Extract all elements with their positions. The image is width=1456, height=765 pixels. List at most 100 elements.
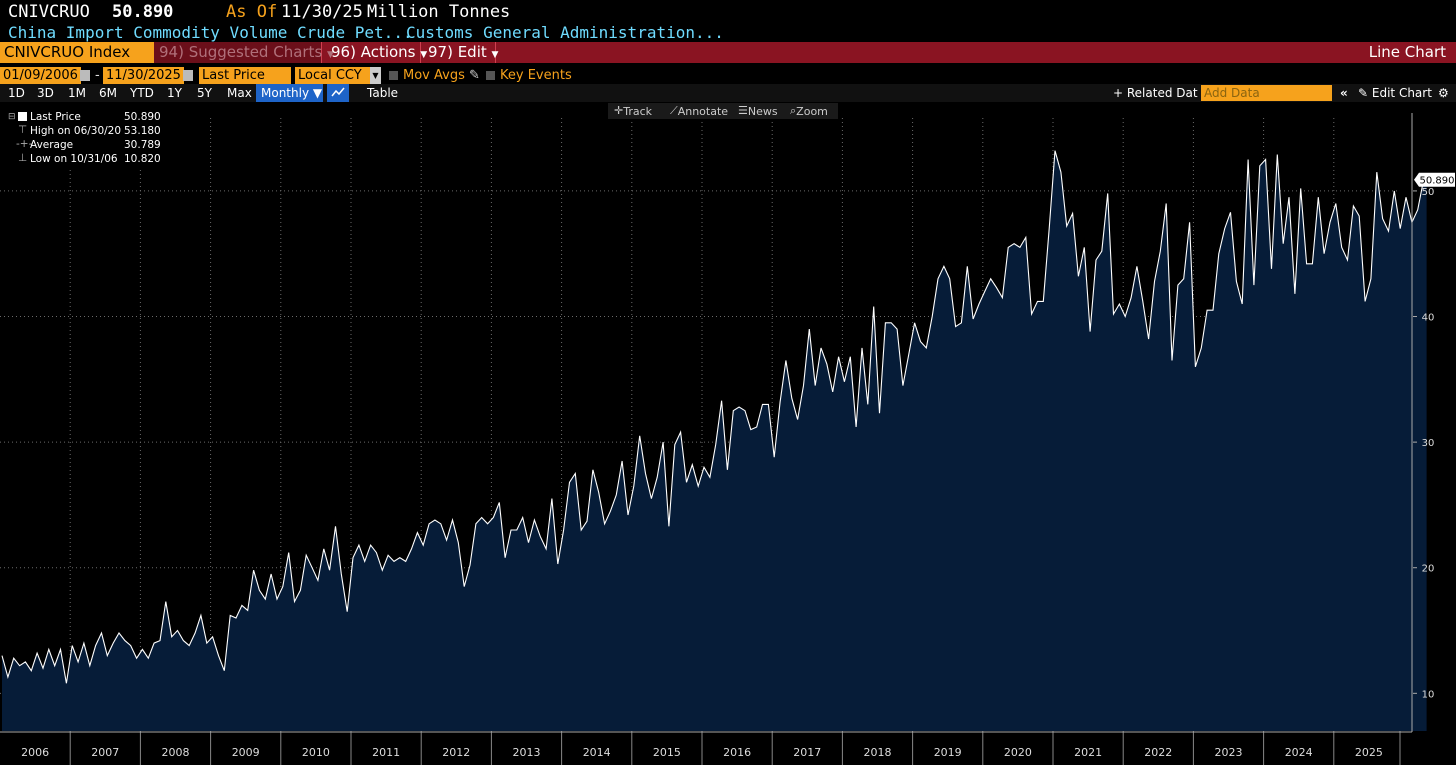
last-price-line	[1, 150, 1425, 684]
edit-chart-label: Edit Chart	[1371, 86, 1432, 100]
x-tick-label: 2012	[442, 746, 470, 759]
y-tick-label: 20	[1422, 564, 1435, 575]
period-3d[interactable]: 3D	[37, 86, 54, 100]
legend-high-label: High on 06/30/20	[30, 125, 122, 137]
period-1m[interactable]: 1M	[68, 86, 86, 100]
related-data-button[interactable]: + Related Dat	[1113, 86, 1198, 100]
track-label: Track	[623, 105, 653, 118]
period-6m[interactable]: 6M	[99, 86, 117, 100]
last-value: 50.890	[112, 2, 174, 22]
chevron-down-icon: ▼	[327, 50, 334, 60]
checkbox-icon[interactable]	[486, 71, 495, 80]
x-tick-label: 2013	[513, 746, 541, 759]
description-text: China Import Commodity Volume Crude Pet.…	[8, 23, 413, 42]
line-chart-icon	[331, 87, 345, 97]
x-tick-label: 2011	[372, 746, 400, 759]
track-button[interactable]: ✛ Track	[614, 104, 653, 118]
x-tick-label: 2018	[864, 746, 892, 759]
chart-toolbar: ✛ Track ⟋ Annotate ☰ News ⌕ Zoom	[608, 103, 838, 119]
suggested-charts-label: 94) Suggested Charts	[159, 43, 323, 61]
as-of-label: As Of	[226, 2, 278, 22]
last-value-label: 50.890	[1420, 176, 1455, 187]
chart-legend: ⊟ Last Price 50.890 ⊤ High on 06/30/20 5…	[6, 110, 162, 168]
legend-swatch[interactable]	[18, 112, 27, 121]
key-events-label: Key Events	[500, 68, 572, 83]
x-tick-label: 2016	[723, 746, 751, 759]
end-date-input[interactable]: 11/30/2025	[103, 67, 184, 84]
x-tick-label: 2020	[1004, 746, 1032, 759]
legend-high-value: 53.180	[124, 125, 161, 137]
mov-avgs-toggle[interactable]: Mov Avgs ✎	[389, 67, 480, 84]
x-tick-label: 2009	[232, 746, 260, 759]
currency-select[interactable]: Local CCY	[295, 67, 371, 84]
x-tick-label: 2021	[1074, 746, 1102, 759]
x-tick-label: 2014	[583, 746, 611, 759]
x-axis: 2006 2007 2008 2009 2010 2011 2012 2013 2014 2015…	[0, 731, 1412, 765]
chart-controls: 01/09/2006 - 11/30/2025 Last Price Local…	[0, 66, 1456, 85]
news-label: News	[747, 105, 778, 118]
pencil-icon[interactable]: ✎	[469, 68, 480, 83]
source-text: Customs General Administration...	[406, 23, 724, 42]
edit-chart-button[interactable]: ✎ Edit Chart	[1358, 84, 1432, 102]
high-marker-icon: ⊤	[18, 124, 28, 136]
y-tick-label: 40	[1422, 313, 1435, 324]
x-tick-label: 2025	[1355, 746, 1383, 759]
frequency-select[interactable]: Monthly ▼	[256, 84, 323, 102]
legend-low-value: 10.820	[124, 153, 161, 165]
as-of-date: 11/30/25	[281, 2, 363, 22]
suggested-charts-button[interactable]: 94) Suggested Charts ▼	[154, 42, 334, 63]
calendar-icon[interactable]	[80, 70, 90, 81]
news-button[interactable]: ☰ News	[738, 104, 778, 118]
legend-avg-value: 30.789	[124, 139, 161, 151]
collapse-icon[interactable]: «	[1340, 86, 1348, 100]
chart-style-button[interactable]	[327, 84, 349, 102]
x-tick-label: 2010	[302, 746, 330, 759]
security-field[interactable]: CNIVCRUO Index	[0, 42, 154, 63]
period-1y[interactable]: 1Y	[167, 86, 182, 100]
pencil-icon: ✎	[1358, 86, 1369, 100]
period-ytd[interactable]: YTD	[130, 86, 154, 100]
x-tick-label: 2024	[1285, 746, 1313, 759]
field-select[interactable]: Last Price	[199, 67, 291, 84]
legend-collapse-icon[interactable]: ⊟	[8, 112, 16, 122]
x-tick-label: 2022	[1144, 746, 1172, 759]
period-bar: 1D 3D 1M 6M YTD 1Y 5Y Max Monthly ▼ Tabl…	[0, 84, 1456, 102]
zoom-button[interactable]: ⌕ Zoom	[790, 104, 828, 118]
date-separator: -	[95, 68, 100, 83]
average-marker-icon: -+-	[16, 138, 33, 150]
checkbox-icon[interactable]	[389, 71, 398, 80]
period-5y[interactable]: 5Y	[197, 86, 212, 100]
chevron-down-icon: ▼	[420, 50, 428, 60]
period-1d[interactable]: 1D	[8, 86, 25, 100]
y-axis: 10 20 30 40 50	[1411, 113, 1435, 732]
x-tick-label: 2017	[793, 746, 821, 759]
legend-last-label: Last Price	[30, 111, 81, 123]
period-max[interactable]: Max	[227, 86, 252, 100]
mov-avgs-label: Mov Avgs	[403, 68, 465, 83]
y-tick-label: 10	[1422, 689, 1435, 700]
units: Million Tonnes	[367, 2, 511, 22]
x-tick-label: 2007	[91, 746, 119, 759]
x-tick-label: 2008	[162, 746, 190, 759]
edit-label: 97) Edit	[428, 43, 487, 61]
add-data-input[interactable]: Add Data	[1201, 85, 1332, 101]
area-fill	[2, 150, 1427, 731]
start-date-input[interactable]: 01/09/2006	[0, 67, 81, 84]
chevron-down-icon[interactable]: ▼	[370, 67, 381, 84]
chevron-down-icon: ▼	[491, 50, 499, 60]
x-tick-label: 2023	[1215, 746, 1243, 759]
key-events-toggle[interactable]: Key Events	[486, 67, 572, 84]
annotate-button[interactable]: ⟋ Annotate	[670, 104, 729, 118]
chart-type-label: Line Chart	[1368, 43, 1446, 61]
table-button[interactable]: Table	[367, 86, 399, 100]
security-header: CNIVCRUO 50.890 As Of 11/30/25 Million T…	[0, 0, 1456, 22]
actions-label: 96) Actions	[331, 43, 416, 61]
edit-button[interactable]: 97) Edit ▼	[424, 42, 499, 63]
actions-button[interactable]: 96) Actions ▼	[325, 42, 427, 63]
last-value-tag: 50.890	[1414, 172, 1455, 187]
gear-icon[interactable]: ⚙	[1438, 86, 1449, 100]
legend-avg-label: Average	[30, 139, 74, 151]
last-value-box	[1414, 172, 1455, 187]
calendar-icon[interactable]	[183, 70, 193, 81]
